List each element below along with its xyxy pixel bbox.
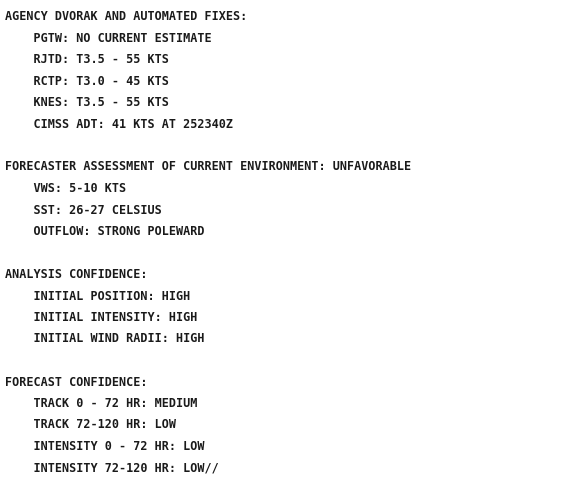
Text: AGENCY DVORAK AND AUTOMATED FIXES:: AGENCY DVORAK AND AUTOMATED FIXES:: [5, 10, 247, 23]
Text: RCTP: T3.0 - 45 KTS: RCTP: T3.0 - 45 KTS: [5, 75, 169, 88]
Text: OUTFLOW: STRONG POLEWARD: OUTFLOW: STRONG POLEWARD: [5, 225, 204, 238]
Text: INTENSITY 72-120 HR: LOW//: INTENSITY 72-120 HR: LOW//: [5, 461, 219, 474]
Text: FORECAST CONFIDENCE:: FORECAST CONFIDENCE:: [5, 376, 148, 388]
Text: SST: 26-27 CELSIUS: SST: 26-27 CELSIUS: [5, 203, 162, 216]
Text: KNES: T3.5 - 55 KTS: KNES: T3.5 - 55 KTS: [5, 96, 169, 109]
Text: VWS: 5-10 KTS: VWS: 5-10 KTS: [5, 182, 126, 195]
Text: INITIAL WIND RADII: HIGH: INITIAL WIND RADII: HIGH: [5, 333, 204, 346]
Text: ANALYSIS CONFIDENCE:: ANALYSIS CONFIDENCE:: [5, 268, 148, 281]
Text: INTENSITY 0 - 72 HR: LOW: INTENSITY 0 - 72 HR: LOW: [5, 440, 204, 453]
Text: PGTW: NO CURRENT ESTIMATE: PGTW: NO CURRENT ESTIMATE: [5, 32, 211, 45]
Text: TRACK 0 - 72 HR: MEDIUM: TRACK 0 - 72 HR: MEDIUM: [5, 397, 197, 410]
Text: RJTD: T3.5 - 55 KTS: RJTD: T3.5 - 55 KTS: [5, 53, 169, 66]
Text: FORECASTER ASSESSMENT OF CURRENT ENVIRONMENT: UNFAVORABLE: FORECASTER ASSESSMENT OF CURRENT ENVIRON…: [5, 160, 411, 173]
Text: TRACK 72-120 HR: LOW: TRACK 72-120 HR: LOW: [5, 418, 176, 431]
Text: INITIAL INTENSITY: HIGH: INITIAL INTENSITY: HIGH: [5, 311, 197, 324]
Text: INITIAL POSITION: HIGH: INITIAL POSITION: HIGH: [5, 290, 190, 303]
Text: CIMSS ADT: 41 KTS AT 252340Z: CIMSS ADT: 41 KTS AT 252340Z: [5, 118, 233, 130]
